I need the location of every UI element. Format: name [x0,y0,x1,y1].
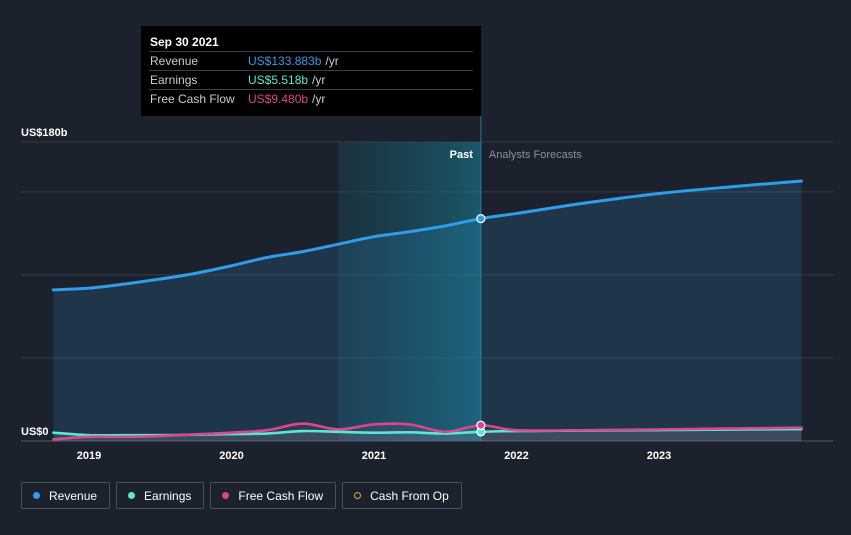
tooltip-unit: /yr [312,73,326,87]
legend-label: Earnings [144,488,192,503]
x-tick-label: 2023 [647,450,671,462]
tooltip-label: Revenue [150,54,199,68]
y-tick-label: US$0 [21,426,49,438]
tooltip-label: Earnings [150,73,198,87]
revenue-dot-icon [33,492,40,499]
tooltip-label: Free Cash Flow [150,92,235,106]
revenue-area [53,181,802,442]
tooltip-date: Sep 30 2021 [150,35,219,49]
tooltip-row-free-cash-flow: Free Cash Flow US$9.480b /yr [149,89,473,108]
cash-from-op-dot-icon [354,492,362,499]
forecast-label: Analysts Forecasts [489,149,582,161]
x-tick-label: 2020 [219,450,243,462]
legend-label: Revenue [49,488,98,503]
legend-item-earnings[interactable]: Earnings [116,482,205,509]
earnings-dot-icon [128,492,136,499]
x-tick-label: 2022 [504,450,528,462]
x-tick-label: 2019 [77,450,101,462]
free-cash-flow-marker [476,420,486,430]
chart-area: US$180b US$0 2019 2020 2021 2022 2023 Past Analy… [21,116,833,462]
free-cash-flow-dot-icon [222,492,230,499]
x-tick-label: 2021 [362,450,386,462]
legend: Revenue Earnings Free Cash Flow Cash Fro… [21,482,468,509]
revenue-marker [476,213,486,224]
tooltip-value: US$9.480b [248,92,309,106]
earnings-area [53,429,802,441]
tooltip-unit: /yr [325,54,339,68]
revenue-line [51,179,803,292]
legend-label: Cash From Op [370,488,449,503]
tooltip-value: US$5.518b [248,73,309,87]
tooltip-value: US$133.883b [248,54,322,68]
legend-item-free-cash-flow[interactable]: Free Cash Flow [210,482,337,509]
free-cash-flow-line [52,422,803,441]
legend-item-revenue[interactable]: Revenue [21,482,111,509]
tooltip-unit: /yr [312,92,326,106]
y-tick-label: US$180b [21,127,68,139]
legend-label: Free Cash Flow [238,488,324,503]
past-label: Past [450,149,474,161]
tooltip: Sep 30 2021 Revenue US$133.883b /yr Earn… [141,26,481,116]
legend-item-cash-from-op[interactable]: Cash From Op [342,482,462,509]
past-highlight-region [338,142,481,441]
tooltip-row-earnings: Earnings US$5.518b /yr [149,70,473,89]
tooltip-row-revenue: Revenue US$133.883b /yr [149,51,473,70]
